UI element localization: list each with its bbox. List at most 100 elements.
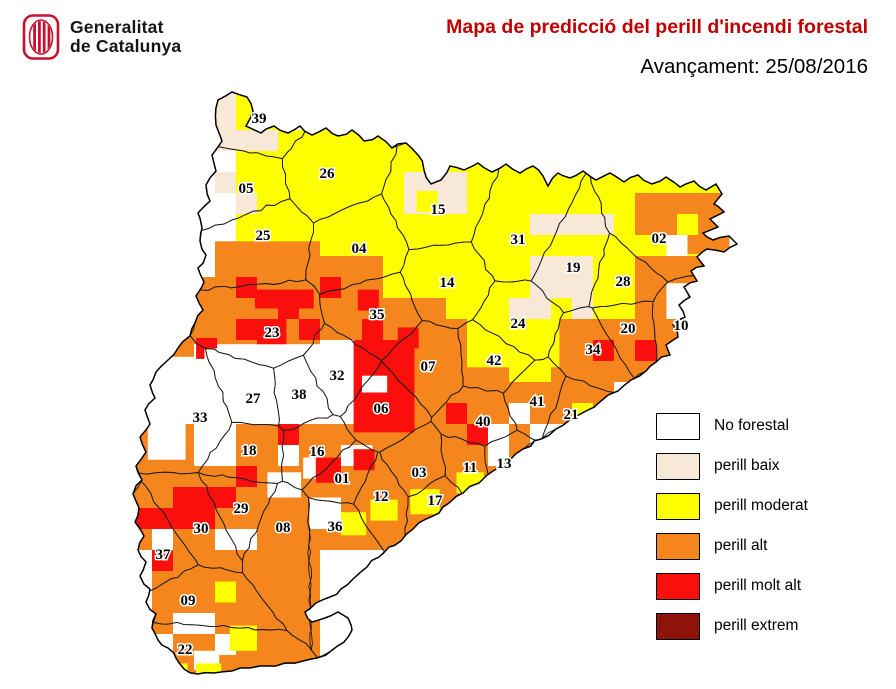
legend-swatch-extrem — [656, 612, 700, 640]
map-legend: No forestal perill baix perill moderat peri… — [656, 412, 808, 652]
risk-cell — [362, 375, 388, 393]
region-label-35: 35 — [370, 307, 385, 323]
risk-cell — [257, 319, 287, 345]
risk-cell — [410, 489, 440, 515]
risk-cell — [236, 277, 257, 298]
legend-label: perill alt — [714, 537, 768, 554]
region-label-15: 15 — [431, 202, 446, 218]
map-fill-layer — [133, 92, 737, 674]
legend-item-alt: perill alt — [656, 532, 808, 560]
region-label-07: 07 — [421, 359, 437, 375]
region-label-02: 02 — [652, 231, 667, 247]
region-label-32: 32 — [330, 368, 345, 384]
region-label-42: 42 — [487, 353, 502, 369]
legend-label: perill extrem — [714, 617, 799, 634]
risk-cell — [341, 512, 367, 536]
region-label-39: 39 — [252, 111, 267, 127]
legend-swatch-alt — [656, 532, 700, 560]
risk-cell — [196, 663, 222, 674]
legend-item-molt_alt: perill molt alt — [656, 572, 808, 600]
risk-cell — [152, 529, 173, 550]
legend-label: perill moderat — [714, 497, 808, 514]
legend-swatch-molt_alt — [656, 572, 700, 600]
region-label-08: 08 — [276, 520, 291, 536]
region-label-23: 23 — [265, 325, 280, 341]
forecast-date: Avançament: 25/08/2016 — [640, 55, 868, 78]
region-label-31: 31 — [511, 232, 526, 248]
region-label-34: 34 — [586, 342, 602, 358]
region-label-41: 41 — [530, 394, 545, 410]
risk-cell — [446, 403, 467, 424]
risk-cell — [309, 497, 341, 529]
risk-cell — [267, 472, 302, 498]
region-label-22: 22 — [178, 642, 193, 658]
risk-cell — [236, 193, 257, 214]
region-label-19: 19 — [566, 260, 581, 276]
region-labels: 01 02 03 04 05 06 07 08 09 10 11 12 13 14 15 16 17 18 19 20… — [154, 110, 690, 660]
risk-cell — [488, 445, 509, 466]
risk-cell — [593, 340, 614, 361]
region-label-01: 01 — [335, 471, 350, 487]
region-label-20: 20 — [621, 321, 636, 337]
brand-line-1: Generalitat — [70, 17, 164, 37]
risk-cell — [278, 424, 299, 445]
legend-label: perill molt alt — [714, 577, 801, 594]
region-label-36: 36 — [328, 519, 344, 535]
risk-cell — [370, 499, 398, 521]
risk-cell — [278, 298, 299, 319]
region-label-17: 17 — [428, 493, 444, 509]
brand-line-2: de Catalunya — [70, 36, 182, 56]
risk-cell — [530, 256, 593, 298]
risk-cell — [416, 190, 438, 212]
risk-cell — [666, 283, 688, 324]
region-label-12: 12 — [374, 489, 389, 505]
region-label-21: 21 — [564, 407, 579, 423]
risk-cell — [229, 625, 257, 651]
risk-cell — [215, 172, 236, 193]
risk-cell — [147, 424, 186, 460]
risk-cell — [194, 424, 236, 466]
region-label-13: 13 — [497, 456, 512, 472]
risk-cell — [215, 581, 236, 603]
risk-cell — [572, 214, 614, 235]
region-label-16: 16 — [310, 444, 326, 460]
region-label-26: 26 — [320, 166, 336, 182]
legend-item-no_forestal: No forestal — [656, 412, 808, 440]
risk-cell — [572, 298, 593, 319]
region-label-18: 18 — [242, 443, 257, 459]
risk-cell — [299, 319, 320, 340]
catalonia-outline — [132, 91, 739, 675]
region-label-29: 29 — [234, 501, 249, 517]
legend-item-baix: perill baix — [656, 452, 808, 480]
risk-cell — [357, 289, 379, 311]
risk-cell — [173, 613, 215, 634]
region-label-33: 33 — [193, 410, 208, 426]
legend-swatch-no_forestal — [656, 412, 700, 440]
risk-cell — [467, 424, 488, 445]
risk-cell — [509, 361, 551, 382]
region-label-14: 14 — [440, 275, 456, 291]
risk-cell — [509, 298, 551, 319]
region-label-09: 09 — [181, 593, 196, 609]
region-label-30: 30 — [194, 521, 209, 537]
region-label-38: 38 — [292, 387, 307, 403]
risk-cell — [353, 449, 375, 471]
legend-item-moderat: perill moderat — [656, 492, 808, 520]
legend-label: perill baix — [714, 457, 780, 474]
risk-cell — [530, 214, 572, 235]
risk-cell — [236, 466, 257, 487]
risk-cell — [315, 457, 341, 483]
risk-cell — [320, 277, 341, 298]
region-label-03: 03 — [412, 465, 427, 481]
risk-cell — [215, 529, 257, 550]
region-label-25: 25 — [256, 228, 271, 244]
risk-cell — [133, 508, 173, 529]
risk-cell — [152, 340, 194, 357]
region-label-40: 40 — [476, 414, 491, 430]
region-label-28: 28 — [616, 274, 631, 290]
region-label-10: 10 — [674, 318, 689, 334]
risk-cell — [152, 550, 173, 571]
region-label-06: 06 — [374, 401, 390, 417]
